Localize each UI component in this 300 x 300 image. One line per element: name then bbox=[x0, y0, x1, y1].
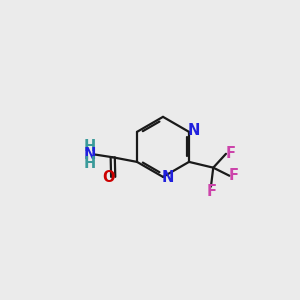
Text: N: N bbox=[162, 170, 174, 185]
Text: N: N bbox=[84, 148, 96, 163]
Text: N: N bbox=[188, 123, 200, 138]
Text: F: F bbox=[229, 168, 239, 183]
Text: F: F bbox=[226, 146, 236, 161]
Text: H: H bbox=[84, 139, 96, 154]
Text: H: H bbox=[84, 156, 96, 171]
Text: F: F bbox=[206, 184, 216, 199]
Text: O: O bbox=[102, 170, 114, 185]
